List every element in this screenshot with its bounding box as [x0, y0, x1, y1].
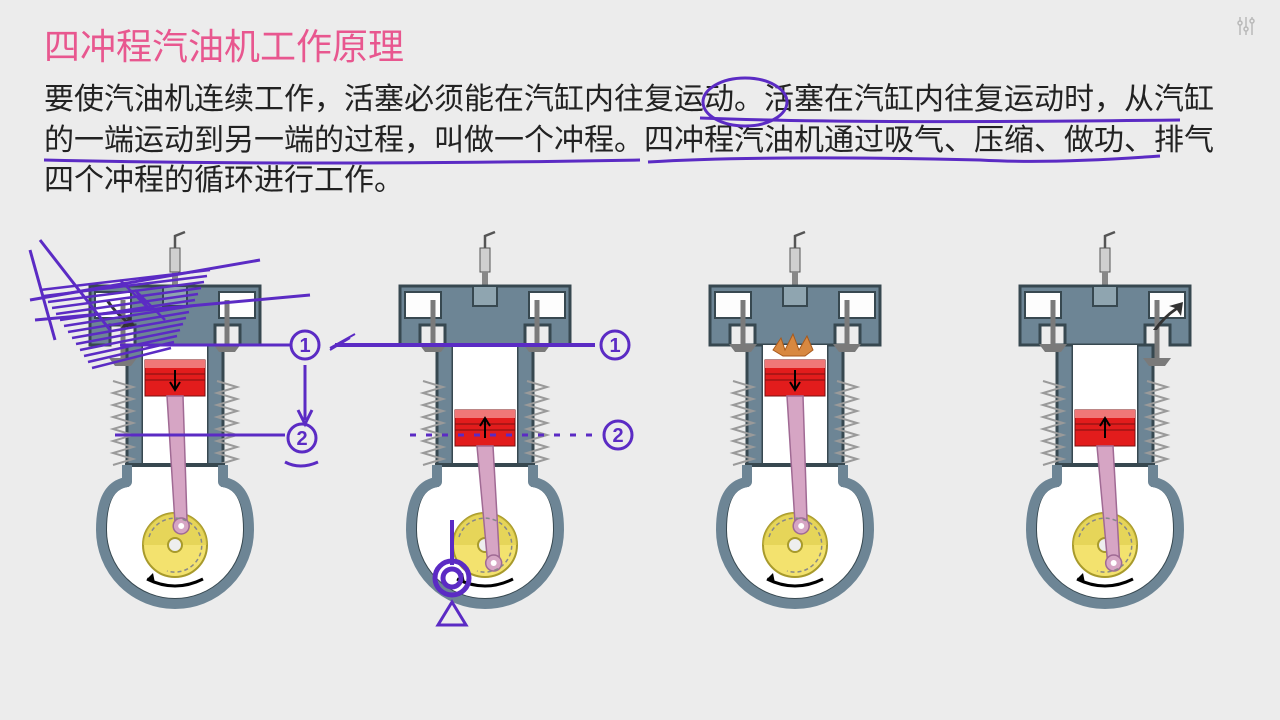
page-title: 四冲程汽油机工作原理: [44, 18, 404, 70]
settings-icon[interactable]: [1234, 14, 1258, 38]
paragraph-text: 要使汽油机连续工作，活塞必须能在汽缸内往复运动。活塞在汽缸内往复运动时，从汽缸的…: [44, 80, 1224, 202]
diagram-compression: [345, 230, 625, 630]
diagram-power: [655, 230, 935, 630]
diagram-row: [20, 220, 1260, 640]
diagram-exhaust: [965, 230, 1245, 630]
diagram-intake: [35, 230, 315, 630]
